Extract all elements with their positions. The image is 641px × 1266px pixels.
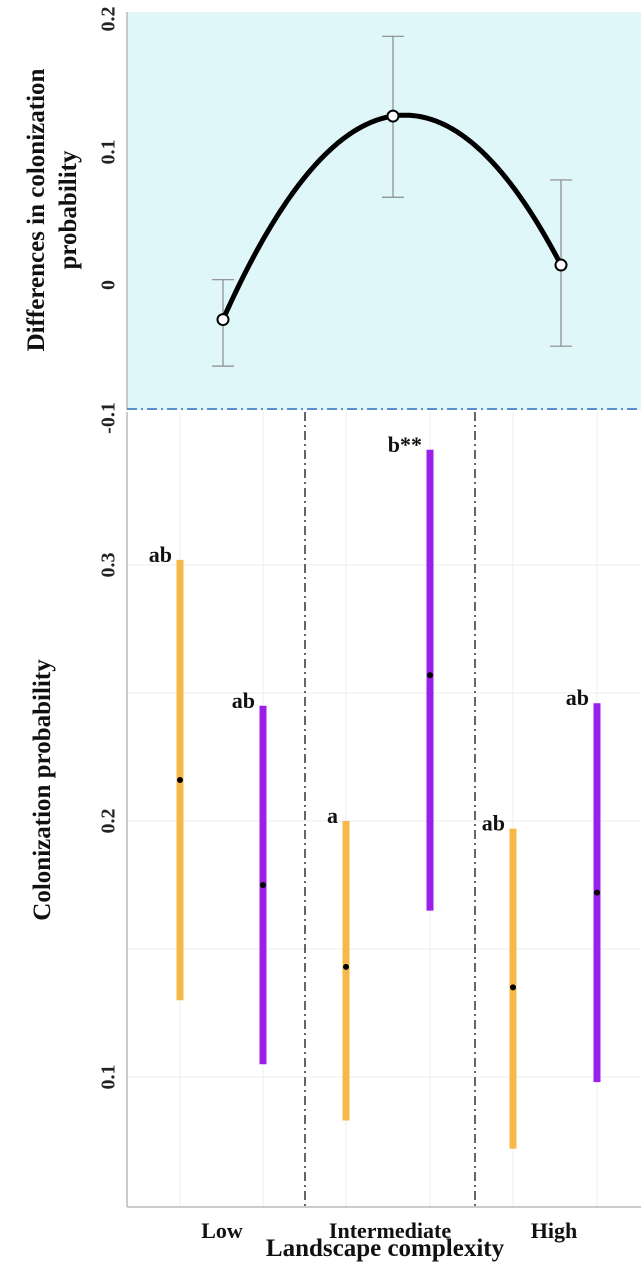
top-y-axis-label-line-1: Differences in colonization xyxy=(23,68,50,351)
significance-label: ab xyxy=(232,688,255,713)
top-point xyxy=(216,313,230,327)
bottom-y-tick-label: 0.2 xyxy=(98,809,120,834)
bottom-x-axis-label: Landscape complexity xyxy=(266,1235,505,1262)
significance-label: ab xyxy=(482,811,505,836)
significance-label: a xyxy=(327,803,338,828)
interval-mean-point xyxy=(510,984,516,991)
significance-label: ab xyxy=(566,685,589,710)
interval-mean-point xyxy=(260,882,266,888)
significance-label: ab xyxy=(149,542,172,567)
interval-mean-point xyxy=(427,672,433,679)
bottom-gridlines xyxy=(127,412,641,1207)
top-y-tick-label: 0.1 xyxy=(98,140,120,165)
top-points xyxy=(216,109,568,327)
top-panel-background xyxy=(127,12,641,410)
bottom-y-tick-label: 0.1 xyxy=(98,1065,120,1090)
top-y-ticks: 0.2 0.1 0 -0.1 xyxy=(98,7,120,434)
interval-mean-point xyxy=(594,889,600,896)
bottom-y-ticks: 0.3 0.2 0.1 xyxy=(98,553,120,1090)
top-y-axis-label: Differences in colonization probability xyxy=(23,68,82,351)
top-y-axis-label-line-2: probability xyxy=(55,150,82,270)
interval-mean-point xyxy=(343,963,349,970)
interval-mean-point xyxy=(177,777,183,784)
top-y-tick-label: 0 xyxy=(98,280,120,290)
top-y-tick-label: 0.2 xyxy=(98,7,120,32)
top-point xyxy=(386,109,400,123)
x-tick-label: Low xyxy=(201,1218,243,1243)
top-point xyxy=(554,258,568,272)
significance-label: b** xyxy=(388,432,422,457)
bottom-x-ticks: Low Intermediate High xyxy=(201,1218,577,1243)
bottom-intervals: ab ab a b** ab ab xyxy=(149,432,601,1149)
top-y-tick-label: -0.1 xyxy=(98,402,120,434)
x-tick-label: High xyxy=(531,1218,577,1243)
x-tick-label: Intermediate xyxy=(329,1218,451,1243)
bottom-y-tick-label: 0.3 xyxy=(98,553,120,578)
bottom-y-axis-label: Colonization probability xyxy=(29,659,56,921)
